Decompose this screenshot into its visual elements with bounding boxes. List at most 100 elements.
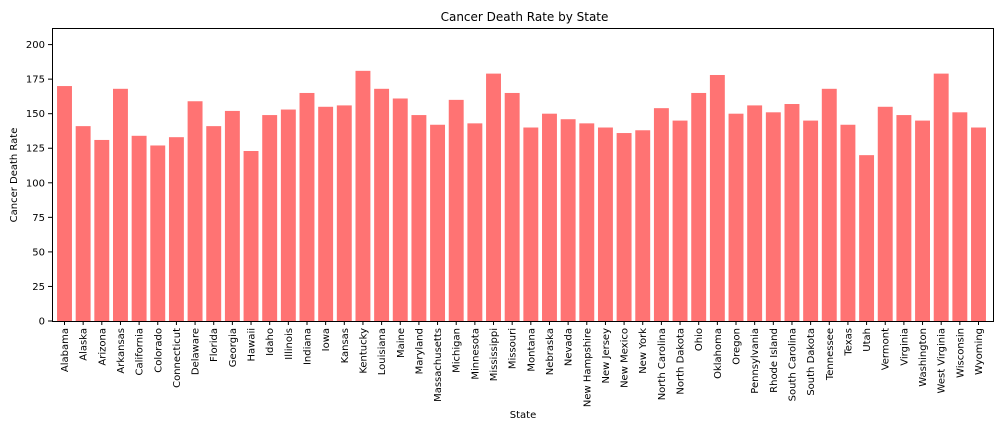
bar-nevada bbox=[560, 119, 576, 321]
x-tick-label: Florida bbox=[209, 328, 220, 362]
x-tick-label: Tennessee bbox=[825, 328, 836, 381]
bar-connecticut bbox=[168, 137, 184, 321]
y-tick-label: 125 bbox=[26, 144, 45, 155]
bar-north-carolina bbox=[653, 108, 669, 321]
x-tick-label: New Jersey bbox=[601, 328, 612, 384]
x-tick-label: Nevada bbox=[564, 328, 575, 366]
bar-new-jersey bbox=[597, 127, 613, 321]
bar-delaware bbox=[187, 101, 203, 321]
x-tick-label: Minnesota bbox=[470, 328, 481, 380]
bar-north-dakota bbox=[672, 120, 688, 321]
y-tick-label: 150 bbox=[26, 109, 45, 120]
bar-indiana bbox=[299, 92, 315, 322]
x-tick-label: Idaho bbox=[265, 328, 276, 356]
bar-iowa bbox=[318, 106, 334, 321]
bar-new-hampshire bbox=[579, 123, 595, 321]
x-tick-label: Louisiana bbox=[377, 328, 388, 375]
bar-west-virginia bbox=[933, 73, 949, 321]
bar-south-dakota bbox=[803, 120, 819, 321]
x-tick-label: Illinois bbox=[284, 328, 295, 360]
x-tick-label: California bbox=[135, 328, 146, 376]
x-tick-label: Vermont bbox=[881, 328, 892, 370]
x-tick-label: Mississippi bbox=[489, 328, 500, 381]
x-tick-label: Indiana bbox=[302, 328, 313, 365]
x-tick-label: Hawaii bbox=[247, 328, 258, 362]
bar-new-york bbox=[635, 130, 651, 321]
bar-georgia bbox=[224, 110, 240, 321]
bar-illinois bbox=[280, 109, 296, 321]
x-tick-label: Wisconsin bbox=[955, 328, 966, 378]
x-tick-label: Washington bbox=[918, 328, 929, 387]
x-tick-label: Utah bbox=[862, 328, 873, 352]
x-tick-label: Missouri bbox=[508, 328, 519, 369]
y-tick-label: 50 bbox=[32, 247, 45, 258]
x-tick-label: North Carolina bbox=[657, 328, 668, 400]
bar-montana bbox=[523, 127, 539, 321]
x-tick-label: Alaska bbox=[79, 328, 90, 361]
bar-alaska bbox=[75, 126, 91, 321]
bar-louisiana bbox=[374, 88, 390, 321]
y-axis: 0 25 50 75 100 125 150 175 200 bbox=[26, 40, 52, 328]
bar-colorado bbox=[150, 145, 166, 321]
bar-maine bbox=[392, 98, 408, 322]
bar-oklahoma bbox=[709, 74, 725, 322]
bar-kansas bbox=[336, 105, 352, 322]
plot-frame bbox=[52, 28, 994, 322]
bar-nebraska bbox=[542, 113, 557, 321]
bar-tennessee bbox=[821, 88, 837, 321]
x-tick-label: Pennsylvania bbox=[750, 328, 761, 394]
x-tick-label: Oklahoma bbox=[713, 328, 724, 379]
bar-maryland bbox=[411, 115, 427, 321]
x-tick-label: Ohio bbox=[694, 328, 705, 351]
x-tick-label: Arkansas bbox=[116, 328, 127, 374]
x-tick-label: South Dakota bbox=[806, 328, 817, 396]
bar-arizona bbox=[94, 139, 110, 321]
bar-utah bbox=[859, 155, 875, 321]
x-tick-label: New Mexico bbox=[620, 328, 631, 388]
y-tick-label: 75 bbox=[32, 213, 45, 224]
x-tick-label: Delaware bbox=[191, 328, 202, 375]
bar-new-mexico bbox=[616, 133, 632, 321]
bar-washington bbox=[915, 120, 930, 321]
x-tick-label: Connecticut bbox=[172, 328, 183, 388]
x-tick-label: Virginia bbox=[899, 328, 910, 366]
x-tick-label: Alabama bbox=[60, 328, 71, 372]
x-tick-label: Montana bbox=[526, 328, 537, 372]
x-tick-label: Kentucky bbox=[358, 328, 369, 374]
x-tick-label: West Virginia bbox=[937, 328, 948, 393]
bar-michigan bbox=[448, 99, 464, 322]
x-tick-label: Oregon bbox=[732, 328, 743, 365]
bar-florida bbox=[206, 126, 222, 321]
bar-south-carolina bbox=[784, 104, 800, 321]
bar-alabama bbox=[57, 86, 72, 321]
x-tick-label: Texas bbox=[843, 328, 854, 357]
x-tick-label: Maine bbox=[396, 328, 407, 358]
x-tick-label: Rhode Island bbox=[769, 328, 780, 393]
bar-pennsylvania bbox=[747, 105, 763, 322]
bar-idaho bbox=[262, 115, 278, 321]
bar-kentucky bbox=[355, 70, 371, 321]
x-tick-label: Colorado bbox=[153, 328, 164, 373]
x-tick-label: South Carolina bbox=[787, 328, 798, 401]
bar-hawaii bbox=[243, 151, 259, 321]
x-tick-label: Maryland bbox=[414, 328, 425, 374]
y-tick-label: 200 bbox=[26, 40, 45, 51]
x-tick-label: Michigan bbox=[452, 328, 463, 373]
y-tick-label: 25 bbox=[32, 282, 45, 293]
bar-rhode-island bbox=[765, 112, 781, 321]
x-tick-label: North Dakota bbox=[676, 328, 687, 395]
y-tick-label: 0 bbox=[39, 317, 45, 328]
bar-massachusetts bbox=[430, 124, 446, 321]
bar-minnesota bbox=[467, 123, 483, 321]
x-axis-label: State bbox=[510, 410, 536, 421]
bar-wyoming bbox=[971, 127, 986, 321]
bar-missouri bbox=[504, 92, 520, 322]
bar-texas bbox=[840, 124, 856, 321]
bar-virginia bbox=[896, 115, 912, 321]
x-tick-label: Wyoming bbox=[974, 328, 985, 375]
bar-mississippi bbox=[486, 73, 501, 321]
x-tick-label: Georgia bbox=[228, 328, 239, 367]
y-tick-label: 100 bbox=[26, 178, 45, 189]
bar-ohio bbox=[691, 92, 707, 322]
